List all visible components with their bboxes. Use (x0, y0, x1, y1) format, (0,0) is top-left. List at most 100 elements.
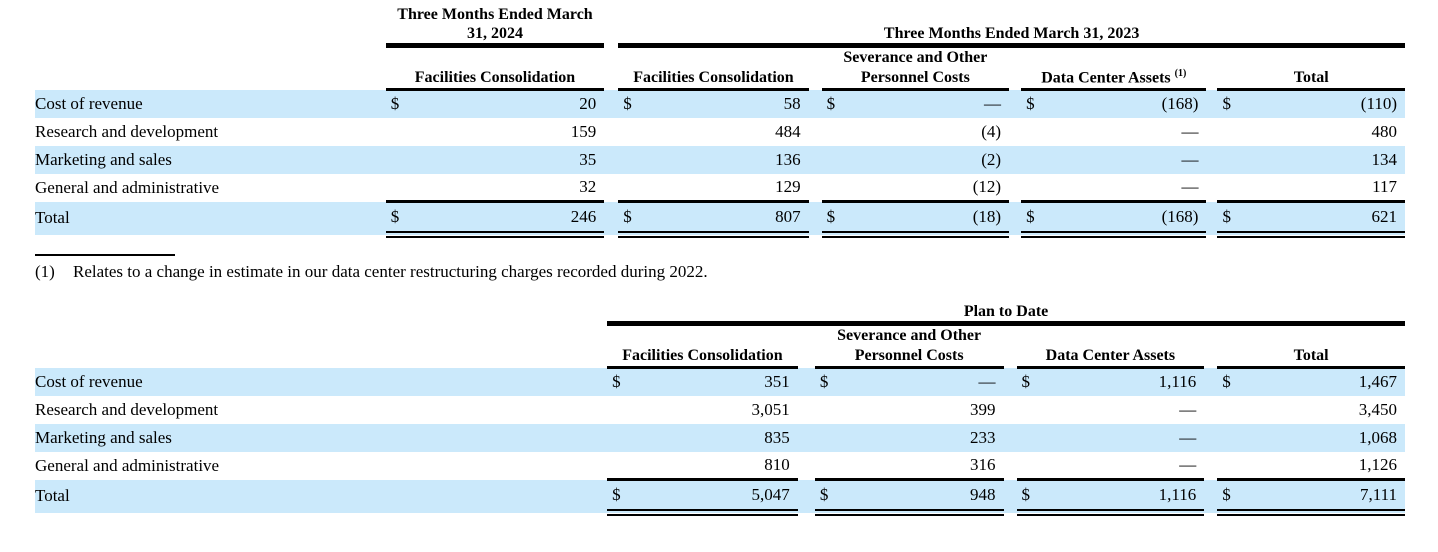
total-row: Total $5,047 $948 $1,116 $7,111 (35, 478, 1405, 516)
footnote-rule (35, 254, 175, 256)
cell-value: — (1179, 399, 1197, 419)
column-gap (797, 367, 815, 396)
currency-symbol: $ (1222, 485, 1231, 504)
row-label: Research and development (35, 399, 219, 419)
column-gap (808, 145, 822, 174)
column-gap (1204, 396, 1217, 424)
cell: 316 (815, 452, 1004, 480)
cell-value: (4) (981, 121, 1002, 141)
column-header-severance-personnel-costs: Severance and Other Personnel Costs (814, 323, 1004, 369)
row-label: Marketing and sales (35, 423, 608, 452)
currency-symbol: $ (1222, 372, 1231, 392)
cell: — (1021, 145, 1207, 174)
group-header-line: Three Months Ended March 31, 2023 (883, 25, 1140, 42)
currency-symbol: $ (819, 485, 829, 504)
currency-symbol: $ (623, 207, 632, 226)
table-row-marketing-and-sales: Marketing and sales 835 233 — 1,068 (35, 423, 1405, 452)
column-gap (1009, 174, 1021, 202)
cell-value: 32 (579, 176, 597, 196)
currency-symbol: $ (390, 94, 400, 114)
column-header-total: Total (1217, 323, 1405, 369)
cell-value: 480 (1371, 121, 1398, 141)
column-gap (604, 89, 619, 118)
cell: — (1016, 423, 1205, 452)
table-row-general-and-administrative: General and administrative 810 316 — 1,1… (35, 452, 1405, 480)
footnote-reference: (1) (1174, 67, 1187, 79)
cell: 129 (618, 174, 808, 202)
currency-symbol: $ (390, 207, 400, 226)
cell: 399 (815, 396, 1004, 424)
group-header-2024: Three Months Ended March 31, 2024 (385, 5, 605, 48)
column-header-total: Total (1217, 45, 1405, 91)
cell-value: 35 (579, 149, 597, 169)
column-header-facilities-consolidation-2023: Facilities Consolidation (618, 45, 809, 91)
column-gap (1009, 145, 1022, 174)
group-header-row: Three Months Ended March 31, 2024 Three … (35, 5, 1405, 48)
currency-symbol: $ (1021, 372, 1031, 392)
cell: $1,467 (1217, 367, 1405, 396)
table-row-general-and-administrative: General and administrative 32 129 (12) —… (35, 174, 1405, 202)
cell: 117 (1217, 174, 1405, 202)
column-gap (1004, 324, 1017, 368)
column-gap (1206, 201, 1218, 235)
cell-value: (12) (972, 176, 1002, 196)
column-header-row: Facilities Consolidation Severance and O… (35, 323, 1405, 369)
column-gap (1204, 324, 1217, 368)
table-row-cost-of-revenue: Cost of revenue $20 $58 $ — $ (168) $ (110) (35, 89, 1405, 118)
cell-value: (2) (981, 149, 1002, 169)
column-header-label: Personnel Costs (854, 347, 964, 364)
currency-symbol: $ (826, 94, 836, 114)
column-header-label: Data Center Assets (1) (1021, 64, 1206, 88)
table-row-marketing-and-sales: Marketing and sales 35 136 (2) — 134 (35, 145, 1405, 174)
footnote-text: Relates to a change in estimate in our d… (73, 262, 708, 281)
column-header-label: Data Center Assets (1045, 347, 1176, 364)
cell-value: 948 (970, 485, 996, 504)
currency-symbol: $ (819, 372, 829, 392)
column-gap (798, 396, 815, 424)
column-gap (604, 201, 619, 235)
cell-value: 3,450 (1358, 399, 1397, 419)
cell: $20 (385, 89, 605, 118)
cell-value: 233 (970, 427, 996, 447)
table-row-research-and-development: Research and development 159 484 (4) — 4… (35, 118, 1405, 146)
cell: — (1017, 396, 1205, 424)
cell: — (1021, 174, 1206, 202)
cell: $1,116 (1016, 367, 1205, 396)
currency-symbol: $ (826, 207, 836, 226)
cell: 484 (618, 118, 808, 146)
column-header-text: Data Center Assets (1041, 69, 1171, 86)
cell: $ (168) (1021, 200, 1207, 238)
column-gap (808, 201, 822, 235)
column-gap (809, 118, 822, 146)
cell: 35 (385, 145, 605, 174)
cell-value: 1,116 (1158, 372, 1197, 392)
currency-symbol: $ (1222, 207, 1231, 226)
cell: $58 (618, 89, 809, 118)
currency-symbol: $ (1222, 94, 1231, 114)
column-header-label: Severance and Other (843, 49, 988, 66)
currency-symbol: $ (612, 372, 621, 392)
row-label: Cost of revenue (35, 89, 386, 118)
cell-value: — (978, 372, 996, 392)
group-header-line: 31, 2024 (466, 25, 523, 42)
cell: $246 (385, 200, 605, 238)
column-header-label: Total (1293, 69, 1329, 86)
footnote: (1) Relates to a change in estimate in ou… (35, 262, 1438, 282)
currency-symbol: $ (1026, 207, 1035, 226)
cell: (4) (822, 118, 1009, 146)
column-gap (604, 46, 618, 90)
group-header-line: Three Months Ended March (397, 6, 593, 23)
column-gap (1004, 396, 1017, 424)
row-label: Marketing and sales (35, 145, 386, 174)
column-header-facilities-consolidation: Facilities Consolidation (607, 323, 798, 369)
group-header-2023: Three Months Ended March 31, 2023 (618, 5, 1405, 48)
cell: (12) (822, 174, 1009, 202)
column-header-data-center-assets: Data Center Assets (1) (1021, 45, 1207, 91)
column-gap (1009, 89, 1022, 118)
column-gap (1206, 89, 1218, 118)
cell: $807 (618, 200, 809, 238)
column-gap (809, 46, 822, 90)
column-gap (1206, 46, 1217, 90)
column-header-data-center-assets: Data Center Assets (1016, 323, 1205, 369)
cell: 134 (1217, 145, 1405, 174)
